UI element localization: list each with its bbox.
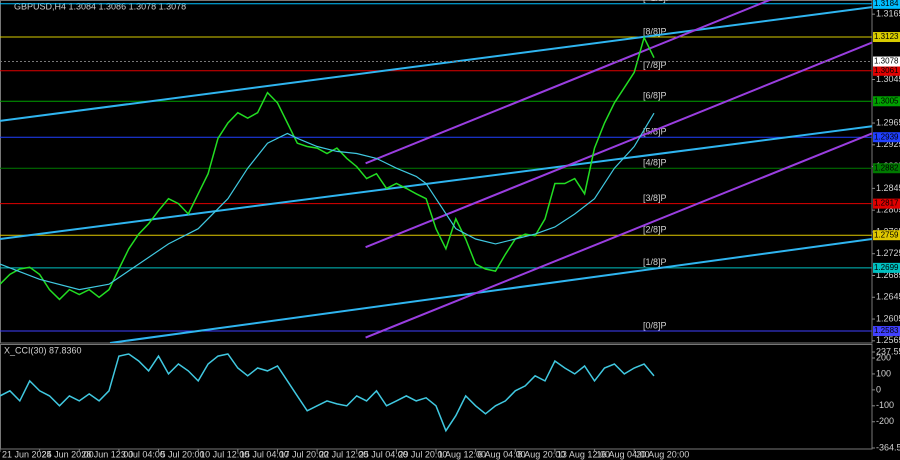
y-tick-label: 1.2605 (876, 313, 900, 323)
y-tick-label: 1.2685 (876, 270, 900, 280)
level-box (873, 198, 900, 209)
level-label: [5/8]P (643, 127, 667, 137)
level-value: 1.3184 (874, 0, 899, 8)
x-tick-label: 1 Aug 12:00 (438, 449, 486, 459)
series-line (365, 41, 872, 249)
y-tick-label: 1.2565 (876, 335, 900, 345)
level-label: [4/8]P (643, 158, 667, 168)
price-plot: [+1/8]P [8/8]P [7/8]P [6/8]P [5/8]P [4/8]P [3/… (0, 0, 872, 343)
y-tick-label: 1.2965 (876, 117, 900, 127)
level-label: [+1/8]P (643, 0, 672, 3)
last-price: 1.3078 (874, 57, 899, 66)
level-box (873, 0, 900, 9)
series-line (0, 35, 655, 301)
x-tick-label: 17 Jul 20:00 (279, 449, 328, 459)
y-tick-label: 1.2805 (876, 205, 900, 215)
x-tick-label: 6 Aug 04:00 (478, 449, 526, 459)
level-value: 1.2882 (874, 163, 899, 172)
x-tick-label: 8 Aug 20:00 (517, 449, 565, 459)
level-box (873, 96, 900, 107)
x-tick-label: 29 Jul 20:00 (398, 449, 447, 459)
level-value: 1.2817 (874, 199, 899, 208)
level-box (873, 230, 900, 241)
x-tick-label: 20 Aug 20:00 (636, 449, 689, 459)
level-box (873, 132, 900, 143)
series-line (0, 112, 655, 291)
level-label: [6/8]P (643, 91, 667, 101)
y-tick-label: 1.3045 (876, 74, 900, 84)
x-tick-label: 10 Jul 12:00 (200, 449, 249, 459)
level-value: 1.3123 (874, 32, 899, 41)
x-tick-label: 25 Jul 04:00 (359, 449, 408, 459)
price-panel (0, 0, 873, 344)
level-box (873, 326, 900, 337)
level-box (873, 65, 900, 76)
level-value: 1.2759 (874, 230, 899, 239)
chart-title: GBPUSD,H4 1.3084 1.3086 1.3078 1.3078 (14, 1, 186, 11)
y-tick-label: 1.2645 (876, 292, 900, 302)
series-line (365, 0, 773, 165)
series-line (0, 6, 872, 122)
y-tick-label: 200 (876, 352, 891, 362)
y-tick-label: 1.2925 (876, 139, 900, 149)
x-tick-label: 13 Aug 12:00 (557, 449, 610, 459)
level-box (873, 32, 900, 43)
x-tick-label: 16 Aug 04:00 (597, 449, 650, 459)
series-line (0, 125, 872, 240)
series-line (0, 353, 655, 433)
level-box (873, 163, 900, 174)
level-label: [3/8]P (643, 193, 667, 203)
x-tick-label: 22 Jul 12:00 (319, 449, 368, 459)
y-tick-label: 1.2845 (876, 183, 900, 193)
cci-plot (0, 353, 655, 433)
x-tick-label: 28 Jun 12:00 (81, 449, 133, 459)
cci-title: X_CCI(30) 87.8360 (4, 345, 82, 355)
y-tick-label: 1.2725 (876, 248, 900, 258)
series-line (109, 238, 872, 343)
y-tick-label: 0 (876, 384, 881, 394)
level-label: [2/8]P (643, 225, 667, 235)
level-box (873, 262, 900, 273)
x-tick-label: 21 Jun 2024 (2, 449, 52, 459)
x-tick-label: 3 Jul 04:00 (121, 449, 165, 459)
y-tick-label: 237.559 (876, 346, 900, 356)
series-line (365, 132, 872, 339)
level-label: [7/8]P (643, 60, 667, 70)
last-price-box (873, 56, 900, 67)
x-tick-label: 15 Jul 04:00 (240, 449, 289, 459)
level-value: 1.3061 (874, 66, 899, 75)
y-tick-label: -100 (876, 400, 894, 410)
y-tick-label: 100 (876, 368, 891, 378)
level-value: 1.3005 (874, 96, 899, 105)
y-tick-label: 1.3165 (876, 9, 900, 19)
level-value: 1.2699 (874, 263, 899, 272)
level-value: 1.2939 (874, 132, 899, 141)
level-label: [8/8]P (643, 26, 667, 36)
level-value: 1.2583 (874, 326, 899, 335)
x-tick-label: 5 Jul 20:00 (161, 449, 205, 459)
x-tick-label: 25 Jun 20:00 (42, 449, 94, 459)
y-tick-label: -200 (876, 416, 894, 426)
y-tick-label: -364.558 (876, 442, 900, 452)
level-label: [0/8]P (643, 320, 667, 330)
level-label: [1/8]P (643, 257, 667, 267)
